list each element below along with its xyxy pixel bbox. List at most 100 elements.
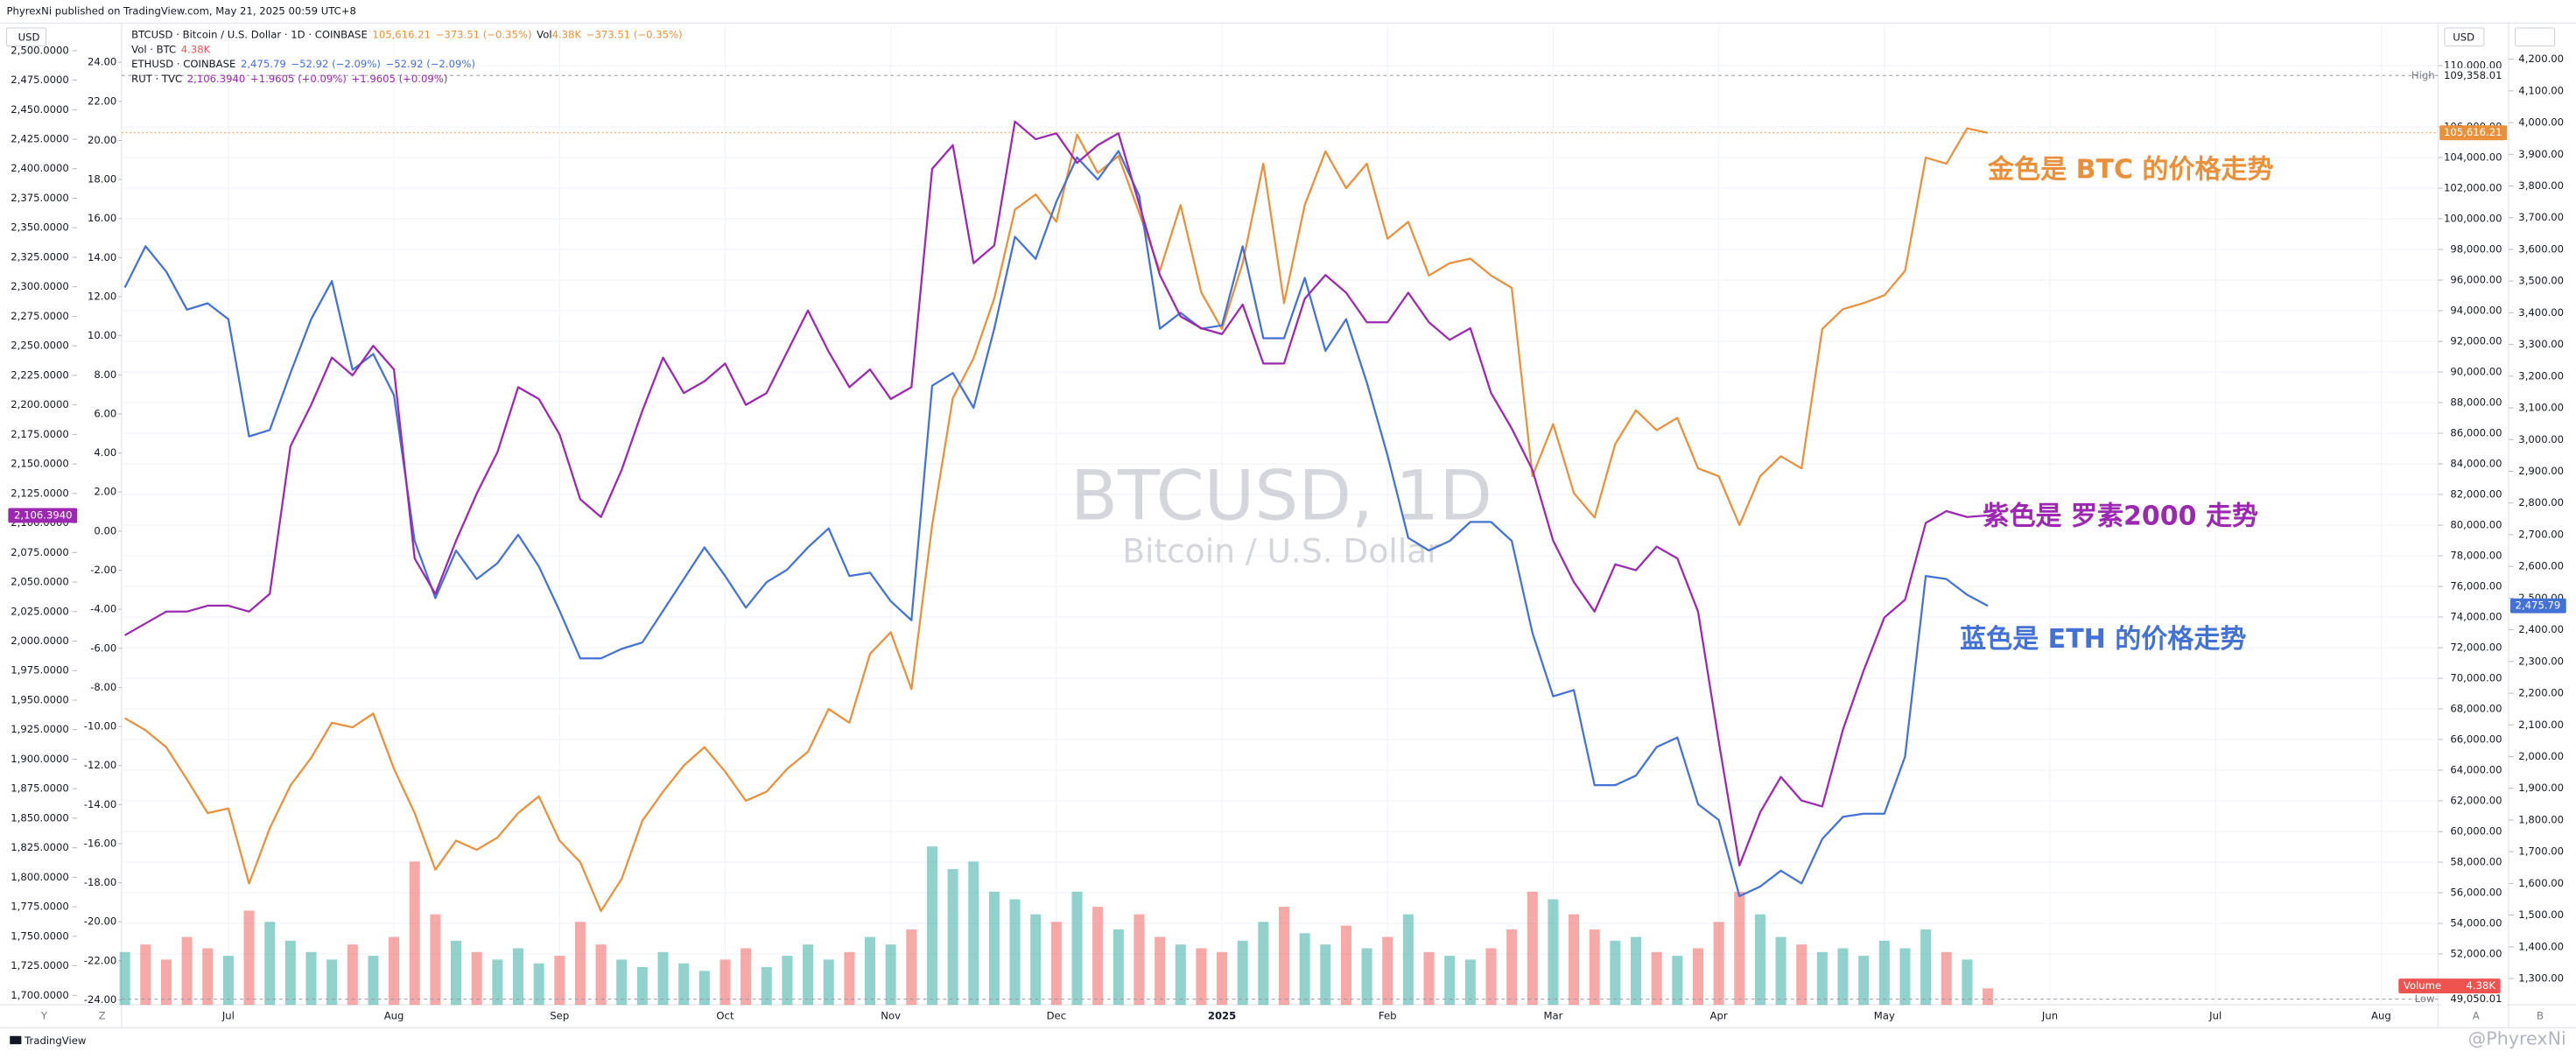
y-tick-label: 58,000.00 — [2450, 856, 2502, 868]
volume-bar — [947, 869, 958, 1006]
volume-bar — [1278, 907, 1290, 1006]
high-badge — [2441, 67, 2508, 83]
y-tick-label: -6.00 — [90, 642, 116, 654]
volume-badge-value: 4.38K — [2467, 979, 2496, 992]
y-tick-label: 3,100.00 — [2518, 402, 2564, 414]
volume-bar — [264, 922, 276, 1006]
y-tick-label: 98,000.00 — [2450, 243, 2502, 256]
volume-bar — [326, 959, 338, 1006]
y-tick-label: 4,000.00 — [2518, 116, 2564, 129]
volume-bar — [243, 910, 255, 1006]
legend-item: ETHUSD · COINBASE — [131, 58, 235, 70]
y-tick-label: 3,900.00 — [2518, 148, 2564, 160]
volume-bar — [1858, 956, 1870, 1006]
volume-bar — [1734, 891, 1745, 1006]
volume-bar — [678, 963, 690, 1006]
volume-bar — [1402, 914, 1414, 1006]
watermark-title: BTCUSD, 1D — [1070, 456, 1492, 537]
y-tick-label: 1,400.00 — [2518, 940, 2564, 952]
y-tick-label: 2,175.0000 — [11, 428, 69, 440]
y-tick-label: -14.00 — [84, 798, 116, 810]
y-tick-label: 2,800.00 — [2518, 496, 2564, 508]
y-tick-label: 90,000.00 — [2450, 366, 2502, 378]
volume-bar — [1009, 899, 1021, 1006]
toolbar-button[interactable]: A — [2473, 1010, 2480, 1022]
volume-bar — [719, 959, 731, 1006]
volume-bar — [1878, 940, 1890, 1006]
price-badge-label: 105,616.21 — [2444, 126, 2502, 138]
volume-bar — [1962, 959, 1973, 1006]
layer-labels: 1,700.0000 1,725.0000 1,750.0000 1,775.0000… — [8, 28, 2566, 1022]
y-tick-label: 24.00 — [88, 56, 116, 68]
y-tick-label: -18.00 — [84, 876, 116, 888]
y-tick-label: 4,100.00 — [2518, 84, 2564, 96]
volume-bar — [616, 959, 628, 1006]
toolbar-button[interactable]: B — [2537, 1010, 2544, 1022]
volume-bar — [574, 922, 586, 1006]
volume-bar — [885, 944, 896, 1006]
volume-bar — [1692, 948, 1703, 1006]
series-line — [124, 127, 1989, 913]
y-tick-label: 1,700.00 — [2518, 845, 2564, 858]
published-by: PhyrexNi published on TradingView.com, M… — [7, 5, 356, 18]
y-tick-label: 2,300.00 — [2518, 655, 2564, 667]
y-tick-label: 86,000.00 — [2450, 427, 2502, 439]
legend-item: 2,475.79 — [241, 58, 286, 70]
legend-item: Vol — [537, 28, 551, 40]
y-tick-label: 2,100.00 — [2518, 719, 2564, 731]
y-tick-label: 2.00 — [94, 486, 116, 498]
volume-bar — [906, 929, 917, 1006]
volume-bar — [741, 948, 752, 1006]
legend-item: +1.9605 (+0.09%) — [351, 73, 447, 85]
y-tick-label: 62,000.00 — [2450, 795, 2502, 807]
volume-bar — [430, 914, 441, 1006]
volume-bar — [803, 944, 814, 1006]
volume-bar — [782, 956, 793, 1006]
volume-bar — [1754, 914, 1765, 1006]
legend-row: Vol · BTC 4.38K — [131, 43, 211, 55]
volume-bar — [865, 936, 876, 1006]
volume-bar — [1837, 948, 1849, 1006]
volume-bar — [1444, 956, 1456, 1006]
y-tick-label: 4,200.00 — [2518, 53, 2564, 65]
x-tick-label: May — [1874, 1010, 1895, 1022]
volume-bar — [533, 963, 544, 1006]
y-tick-label: 1,850.0000 — [11, 811, 69, 824]
y-tick-label: 72,000.00 — [2450, 642, 2502, 654]
volume-bar — [1155, 936, 1166, 1006]
y-tick-label: 66,000.00 — [2450, 733, 2502, 746]
y-tick-label: 1,600.00 — [2518, 877, 2564, 889]
legend-row: ETHUSD · COINBASE 2,475.79 −52.92 (−2.09%)… — [131, 58, 475, 70]
axis-unit-box — [5, 27, 47, 47]
volume-bar — [1527, 891, 1538, 1006]
annotation: 金色是 BTC 的价格走势 — [1987, 155, 2273, 186]
legend-item: −373.51 (−0.35%) — [436, 28, 532, 40]
y-tick-label: 20.00 — [88, 134, 116, 146]
y-tick-label: 2,325.0000 — [11, 250, 69, 263]
y-tick-label: 100,000.00 — [2444, 213, 2502, 225]
y-tick-label: 1,950.0000 — [11, 693, 69, 705]
legend-row: BTCUSD · Bitcoin / U.S. Dollar · 1D · CO… — [131, 28, 682, 40]
legend-item: 105,616.21 — [372, 28, 431, 40]
legend-item: 4.38K — [181, 43, 211, 55]
toolbar-button[interactable]: Z — [99, 1010, 106, 1022]
y-tick-label: 1,500.00 — [2518, 908, 2564, 921]
axis-unit: USD — [2453, 32, 2474, 44]
annotation: 紫色是 罗素2000 走势 — [1983, 501, 2258, 531]
y-tick-label: 3,800.00 — [2518, 179, 2564, 192]
x-tick-label: Jul — [2208, 1010, 2222, 1022]
y-tick-label: 3,700.00 — [2518, 211, 2564, 223]
volume-bar — [595, 944, 607, 1006]
layer-lines — [121, 74, 2439, 1000]
y-tick-label: 2,225.0000 — [11, 368, 69, 381]
y-tick-label: 2,475.0000 — [11, 74, 69, 86]
volume-bar — [1092, 907, 1104, 1006]
y-tick-label: -20.00 — [84, 915, 116, 928]
series-line — [124, 120, 1989, 866]
low-value: 49,050.01 — [2450, 992, 2502, 1005]
toolbar-button[interactable]: Y — [40, 1010, 48, 1022]
y-tick-label: 2,025.0000 — [11, 605, 69, 617]
x-tick-label: Jun — [2041, 1010, 2058, 1022]
price-badge — [2509, 598, 2566, 614]
tradingview-logo: TradingView — [10, 1034, 87, 1047]
